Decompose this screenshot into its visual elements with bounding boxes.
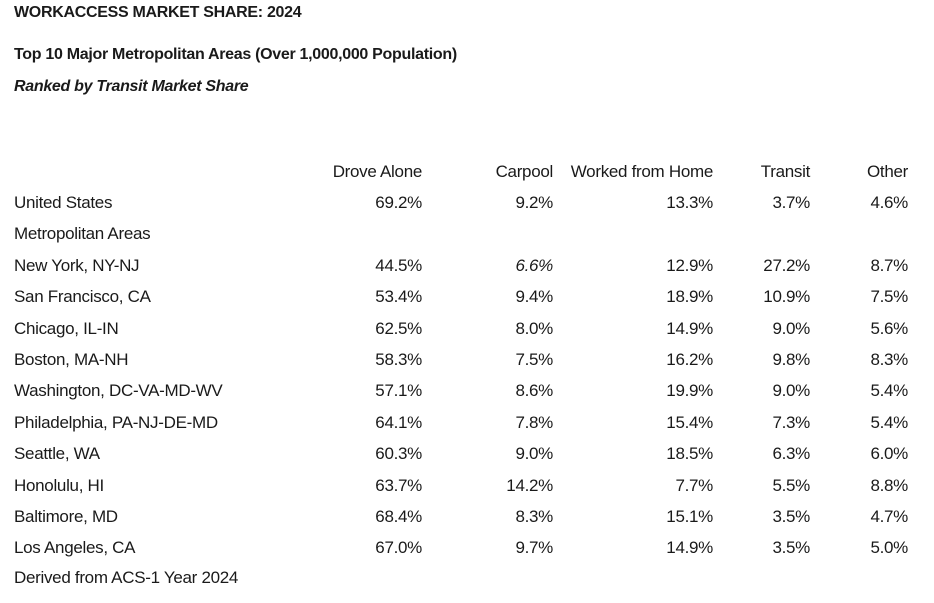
drove-alone-cell: 68.4% [375, 506, 422, 526]
transit-cell: 9.8% [772, 350, 810, 370]
table-header-row: Drove Alone Carpool Worked from Home Tra… [14, 156, 909, 187]
market-share-table: Drove Alone Carpool Worked from Home Tra… [14, 156, 908, 564]
row-label: Baltimore, MD [14, 506, 118, 526]
drove-alone-cell: 53.4% [375, 287, 422, 307]
transit-cell: 27.2% [763, 255, 810, 275]
other-cell: 5.0% [870, 538, 908, 558]
carpool-cell: 9.0% [515, 444, 553, 464]
transit-cell: 7.3% [772, 412, 810, 432]
table-row-chicago: Chicago, IL-IN 62.5% 8.0% 14.9% 9.0% 5.6… [14, 313, 908, 344]
transit-cell: 3.5% [772, 538, 810, 558]
transit-cell: 9.0% [772, 381, 810, 401]
row-label: San Francisco, CA [14, 287, 151, 307]
carpool-cell [422, 219, 553, 250]
transit-cell [713, 219, 810, 250]
transit-cell: 3.7% [772, 193, 810, 213]
transit-cell: 6.3% [772, 444, 810, 464]
worked-from-home-cell: 7.7% [675, 475, 713, 495]
drove-alone-cell: 44.5% [375, 255, 422, 275]
carpool-cell: 7.8% [515, 412, 553, 432]
drove-alone-cell: 62.5% [375, 318, 422, 338]
other-cell: 7.5% [870, 287, 908, 307]
transit-cell: 9.0% [772, 318, 810, 338]
table-row-boston: Boston, MA-NH 58.3% 7.5% 16.2% 9.8% 8.3% [14, 344, 908, 375]
carpool-cell: 8.0% [515, 318, 553, 338]
drove-alone-cell [284, 219, 422, 250]
drove-alone-cell: 64.1% [375, 412, 422, 432]
other-cell: 5.4% [870, 412, 908, 432]
drove-alone-cell: 69.2% [375, 193, 422, 213]
carpool-cell: 9.7% [515, 538, 553, 558]
report-title: WORKACCESS MARKET SHARE: 2024 [14, 4, 302, 21]
table-row-section-metropolitan-areas: Metropolitan Areas [14, 219, 908, 250]
table-row-honolulu: Honolulu, HI 63.7% 14.2% 7.7% 5.5% 8.8% [14, 470, 908, 501]
source-note: Derived from ACS-1 Year 2024 [14, 568, 239, 587]
row-label: Philadelphia, PA-NJ-DE-MD [14, 412, 218, 432]
worked-from-home-cell: 15.4% [666, 412, 713, 432]
transit-cell: 3.5% [772, 506, 810, 526]
table-row-new-york: New York, NY-NJ 44.5% 6.6% 12.9% 27.2% 8… [14, 250, 908, 281]
carpool-cell: 7.5% [515, 350, 553, 370]
other-cell: 6.0% [870, 444, 908, 464]
column-header-transit: Transit [760, 161, 811, 181]
worked-from-home-cell: 15.1% [666, 506, 713, 526]
table-row-philadelphia: Philadelphia, PA-NJ-DE-MD 64.1% 7.8% 15.… [14, 407, 908, 438]
column-header-label [14, 156, 284, 187]
worked-from-home-cell [553, 219, 713, 250]
column-header-drove-alone: Drove Alone [332, 161, 423, 181]
table-row-baltimore: Baltimore, MD 68.4% 8.3% 15.1% 3.5% 4.7% [14, 501, 908, 532]
row-label: Los Angeles, CA [14, 538, 136, 558]
carpool-cell: 9.4% [515, 287, 553, 307]
carpool-cell: 6.6% [515, 255, 553, 275]
worked-from-home-cell: 18.5% [666, 444, 713, 464]
carpool-cell: 14.2% [506, 475, 553, 495]
other-cell: 5.4% [870, 381, 908, 401]
table-row-san-francisco: San Francisco, CA 53.4% 9.4% 18.9% 10.9%… [14, 282, 908, 313]
drove-alone-cell: 58.3% [375, 350, 422, 370]
ranking-note: Ranked by Transit Market Share [14, 78, 249, 95]
other-cell: 4.6% [870, 193, 908, 213]
carpool-cell: 8.3% [515, 506, 553, 526]
row-label: Washington, DC-VA-MD-WV [14, 381, 223, 401]
worked-from-home-cell: 16.2% [666, 350, 713, 370]
other-cell: 4.7% [870, 506, 908, 526]
carpool-cell: 9.2% [515, 193, 553, 213]
carpool-cell: 8.6% [515, 381, 553, 401]
drove-alone-cell: 57.1% [375, 381, 422, 401]
drove-alone-cell: 67.0% [375, 538, 422, 558]
transit-cell: 5.5% [772, 475, 810, 495]
worked-from-home-cell: 14.9% [666, 538, 713, 558]
worked-from-home-cell: 18.9% [666, 287, 713, 307]
section-label: Metropolitan Areas [14, 224, 151, 244]
table-row-seattle: Seattle, WA 60.3% 9.0% 18.5% 6.3% 6.0% [14, 439, 908, 470]
worked-from-home-cell: 12.9% [666, 255, 713, 275]
table-row-united-states: United States 69.2% 9.2% 13.3% 3.7% 4.6% [14, 187, 908, 218]
table-row-washington: Washington, DC-VA-MD-WV 57.1% 8.6% 19.9%… [14, 376, 908, 407]
table-row-los-angeles: Los Angeles, CA 67.0% 9.7% 14.9% 3.5% 5.… [14, 533, 908, 564]
transit-cell: 10.9% [763, 287, 810, 307]
report-subtitle: Top 10 Major Metropolitan Areas (Over 1,… [14, 46, 457, 63]
other-cell: 5.6% [870, 318, 908, 338]
worked-from-home-cell: 14.9% [666, 318, 713, 338]
drove-alone-cell: 60.3% [375, 444, 422, 464]
row-label: Chicago, IL-IN [14, 318, 119, 338]
drove-alone-cell: 63.7% [375, 475, 422, 495]
other-cell: 8.3% [870, 350, 908, 370]
column-header-worked-from-home: Worked from Home [570, 161, 714, 181]
row-label: Honolulu, HI [14, 475, 104, 495]
row-label: Boston, MA-NH [14, 350, 129, 370]
other-cell: 8.7% [870, 255, 908, 275]
row-label: Seattle, WA [14, 444, 100, 464]
worked-from-home-cell: 19.9% [666, 381, 713, 401]
worked-from-home-cell: 13.3% [666, 193, 713, 213]
other-cell: 8.8% [870, 475, 908, 495]
column-header-other: Other [866, 161, 908, 181]
column-header-carpool: Carpool [495, 161, 554, 181]
row-label: United States [14, 193, 113, 213]
row-label: New York, NY-NJ [14, 255, 140, 275]
other-cell [810, 219, 908, 250]
